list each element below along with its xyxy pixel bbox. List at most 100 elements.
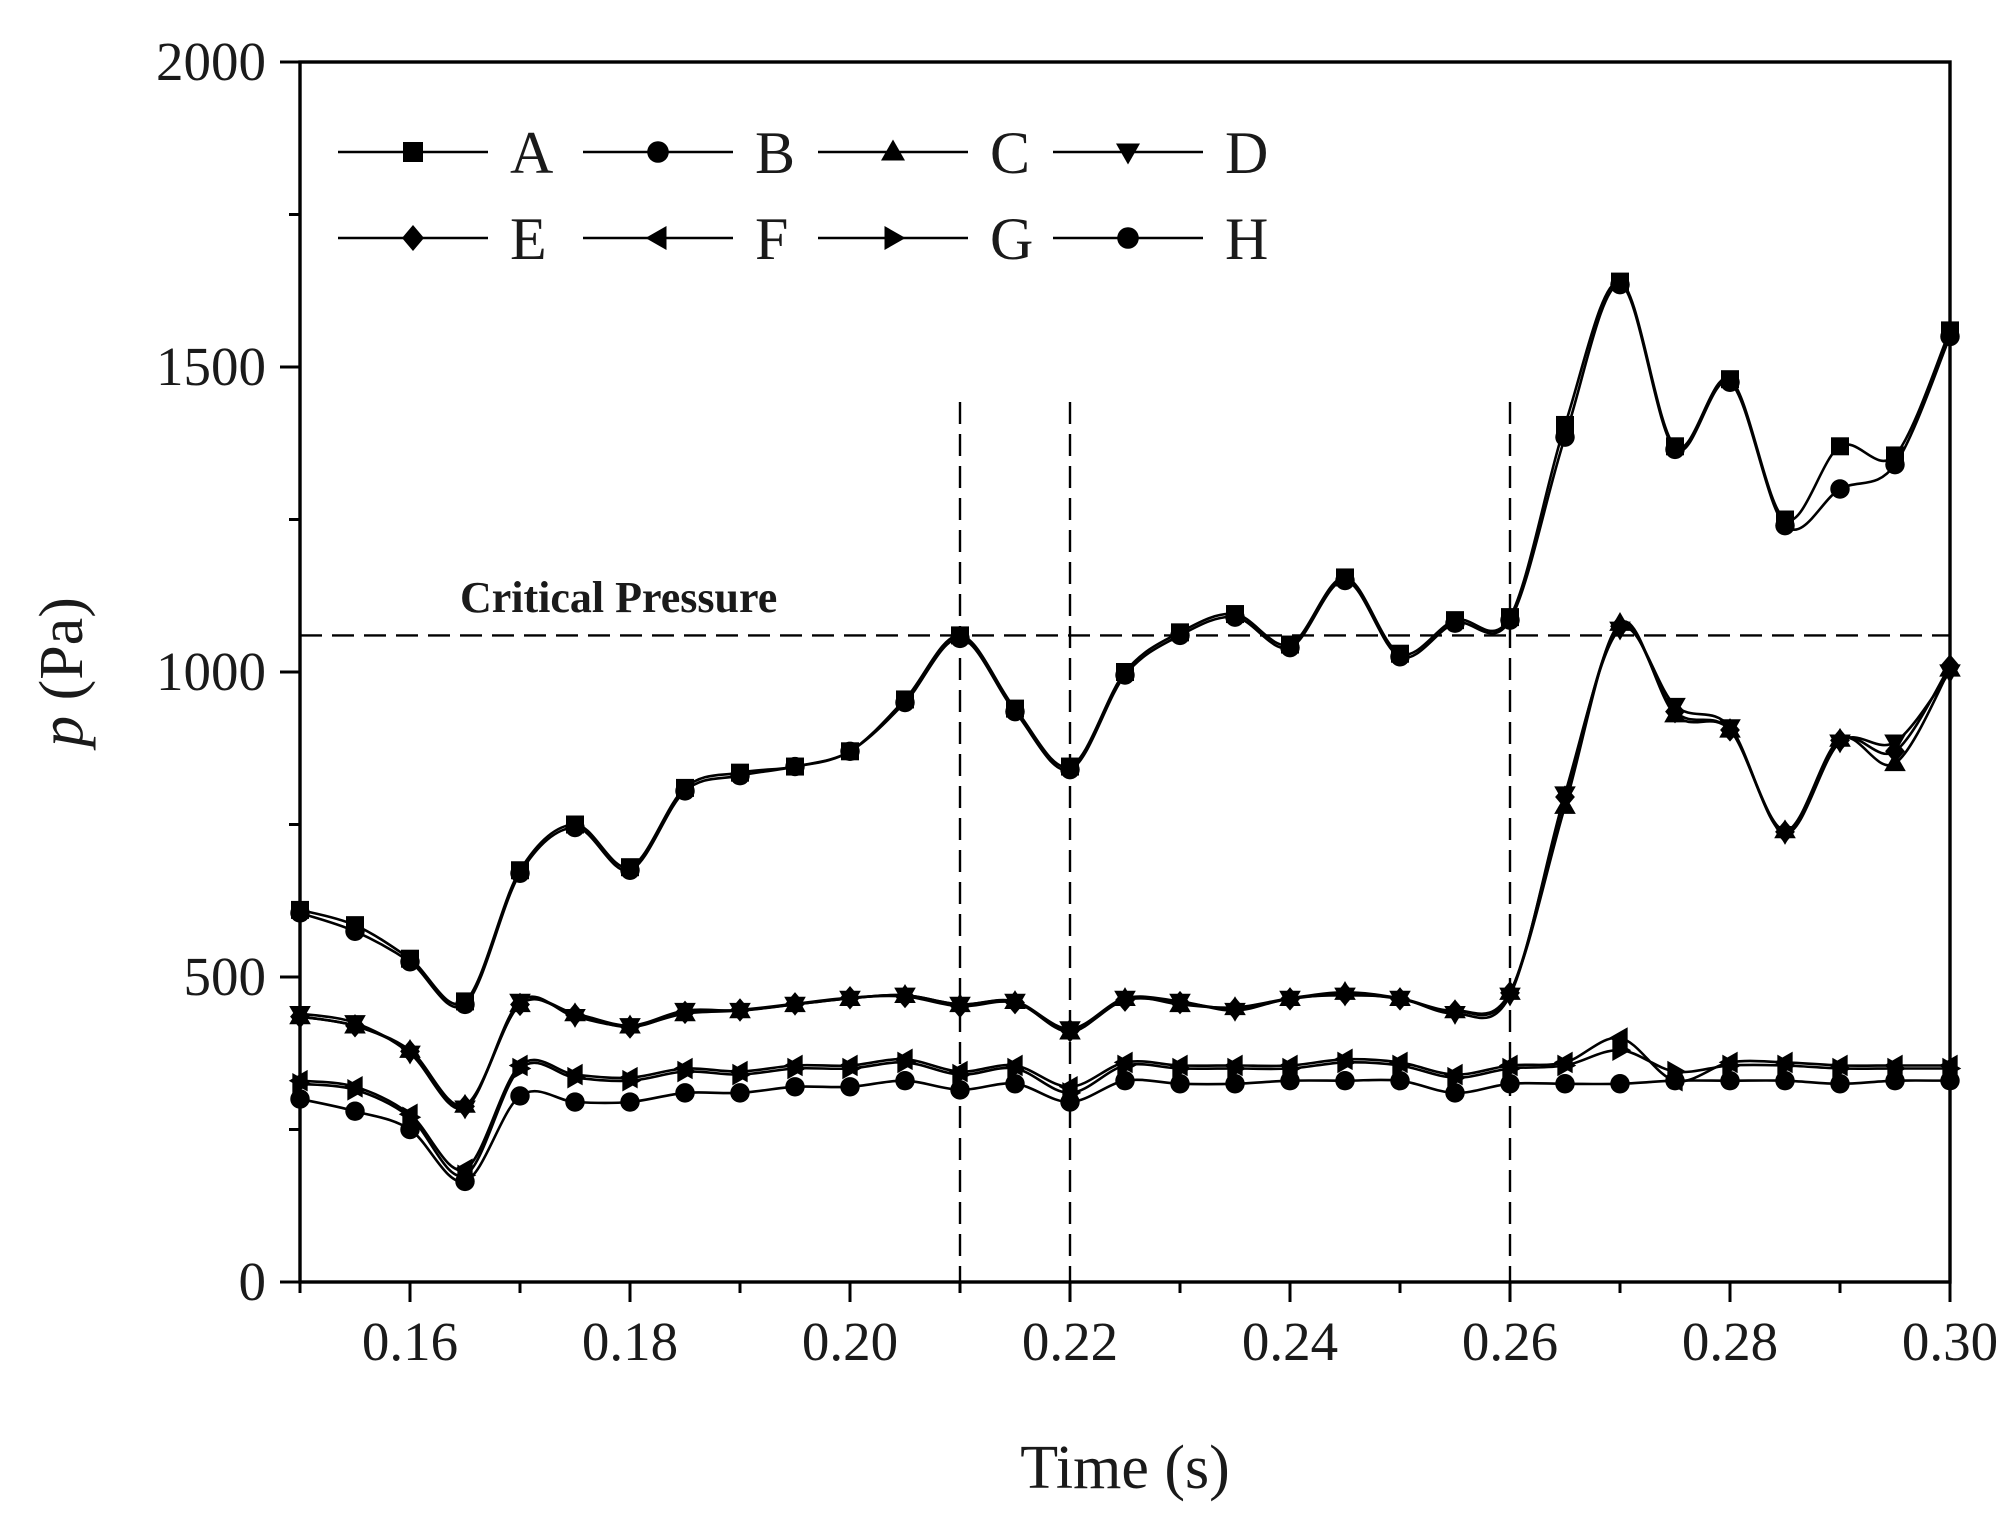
data-point-H	[675, 1083, 695, 1103]
series-F	[288, 1027, 1958, 1180]
data-point-A	[346, 916, 364, 935]
legend-label: C	[990, 120, 1030, 186]
legend-item-G: G	[818, 206, 1033, 272]
data-point-C	[619, 1014, 641, 1034]
axis-ticks: 0 500 1000 1500 2000 0.16 0.18 0.20 0.22 0.24 0.26…	[156, 31, 1998, 1372]
data-point-A	[1446, 611, 1464, 630]
data-point-F	[1663, 1069, 1683, 1092]
series-line-C	[299, 620, 1952, 1108]
legend-item-H: H	[1053, 206, 1268, 272]
legend-label: A	[510, 120, 553, 186]
data-point-A	[1721, 370, 1739, 389]
data-point-A	[1776, 510, 1794, 529]
legend-item-D: D	[1053, 120, 1268, 186]
data-point-A	[731, 763, 749, 782]
series-H	[290, 1070, 1960, 1192]
data-point-A	[1336, 568, 1354, 587]
legend-label: H	[1225, 206, 1268, 272]
data-point-F	[1113, 1051, 1133, 1074]
legend-marker-C	[881, 139, 905, 161]
data-point-A	[1006, 699, 1024, 718]
data-point-C	[399, 1038, 421, 1058]
data-point-H	[1830, 1074, 1850, 1094]
legend-item-A: A	[338, 120, 553, 186]
data-point-H	[620, 1092, 640, 1112]
data-point-H	[565, 1092, 585, 1112]
y-axis-title: p (Pa)	[28, 597, 96, 751]
y-tick-label: 1000	[156, 641, 266, 702]
data-point-C	[1279, 987, 1301, 1006]
data-point-F	[398, 1103, 418, 1126]
data-point-F	[1608, 1027, 1628, 1049]
data-point-D	[1884, 734, 1906, 754]
x-axis-title: Time (s)	[1020, 1434, 1230, 1502]
data-point-F	[893, 1048, 913, 1071]
legend-marker-F	[645, 226, 667, 250]
legend-marker-D	[1116, 143, 1140, 165]
data-point-F	[1938, 1054, 1958, 1077]
data-point-C	[454, 1093, 476, 1113]
data-point-C	[729, 999, 751, 1019]
data-point-F	[1443, 1063, 1463, 1086]
data-point-H	[1500, 1074, 1520, 1094]
legend-item-E: E	[338, 206, 547, 272]
data-point-A	[1171, 623, 1189, 642]
series-line-B	[299, 283, 1952, 1009]
series-A	[291, 272, 1959, 1011]
data-point-F	[1828, 1054, 1848, 1077]
data-point-F	[1223, 1054, 1243, 1077]
data-point-H	[1555, 1074, 1575, 1094]
data-point-C	[564, 1002, 586, 1022]
data-point-H	[1390, 1070, 1410, 1091]
data-point-H	[1335, 1070, 1355, 1091]
data-point-C	[784, 993, 806, 1013]
data-point-F	[1718, 1051, 1738, 1074]
data-point-B	[1830, 479, 1850, 499]
x-tick-label: 0.30	[1902, 1311, 1998, 1372]
data-point-H	[1775, 1070, 1795, 1091]
data-point-A	[1281, 635, 1299, 654]
series-layer	[288, 272, 1962, 1192]
data-point-A	[841, 742, 859, 761]
reference-lines	[300, 402, 1950, 1282]
data-point-C	[1444, 999, 1466, 1019]
data-point-A	[1391, 644, 1409, 663]
data-point-C	[674, 1002, 696, 1022]
data-point-F	[453, 1158, 473, 1180]
legend-marker-E	[402, 225, 424, 251]
data-point-F	[618, 1066, 638, 1089]
data-point-A	[896, 690, 914, 709]
data-point-H	[950, 1080, 970, 1100]
legend-marker-A	[403, 142, 423, 162]
data-point-F	[1773, 1051, 1793, 1074]
legend-item-C: C	[818, 120, 1030, 186]
data-point-A	[511, 861, 529, 880]
data-point-C	[1609, 611, 1631, 631]
data-point-C	[1114, 987, 1136, 1006]
x-tick-label: 0.16	[362, 1311, 458, 1372]
data-point-F	[1498, 1054, 1518, 1077]
series-line-D	[299, 626, 1952, 1111]
x-tick-label: 0.18	[582, 1311, 678, 1372]
data-point-A	[1611, 272, 1629, 291]
series-E	[290, 614, 1960, 1119]
data-point-H	[840, 1077, 860, 1097]
y-tick-label: 1500	[156, 336, 266, 397]
series-B	[290, 274, 1960, 1015]
data-point-C	[344, 1014, 366, 1034]
legend-label: D	[1225, 120, 1268, 186]
data-point-H	[510, 1086, 530, 1106]
y-tick-label: 0	[239, 1251, 267, 1312]
legend-marker-H	[1117, 227, 1139, 249]
data-point-C	[1829, 727, 1851, 747]
legend-label: G	[990, 206, 1033, 272]
data-point-F	[783, 1054, 803, 1077]
data-point-C	[1169, 993, 1191, 1013]
data-point-H	[345, 1101, 365, 1121]
data-point-F	[1168, 1054, 1188, 1077]
data-point-C	[1389, 987, 1411, 1006]
legend-marker-B	[647, 141, 669, 163]
data-point-A	[1556, 415, 1574, 434]
y-tick-label: 2000	[156, 31, 266, 92]
data-point-C	[1499, 981, 1521, 1000]
